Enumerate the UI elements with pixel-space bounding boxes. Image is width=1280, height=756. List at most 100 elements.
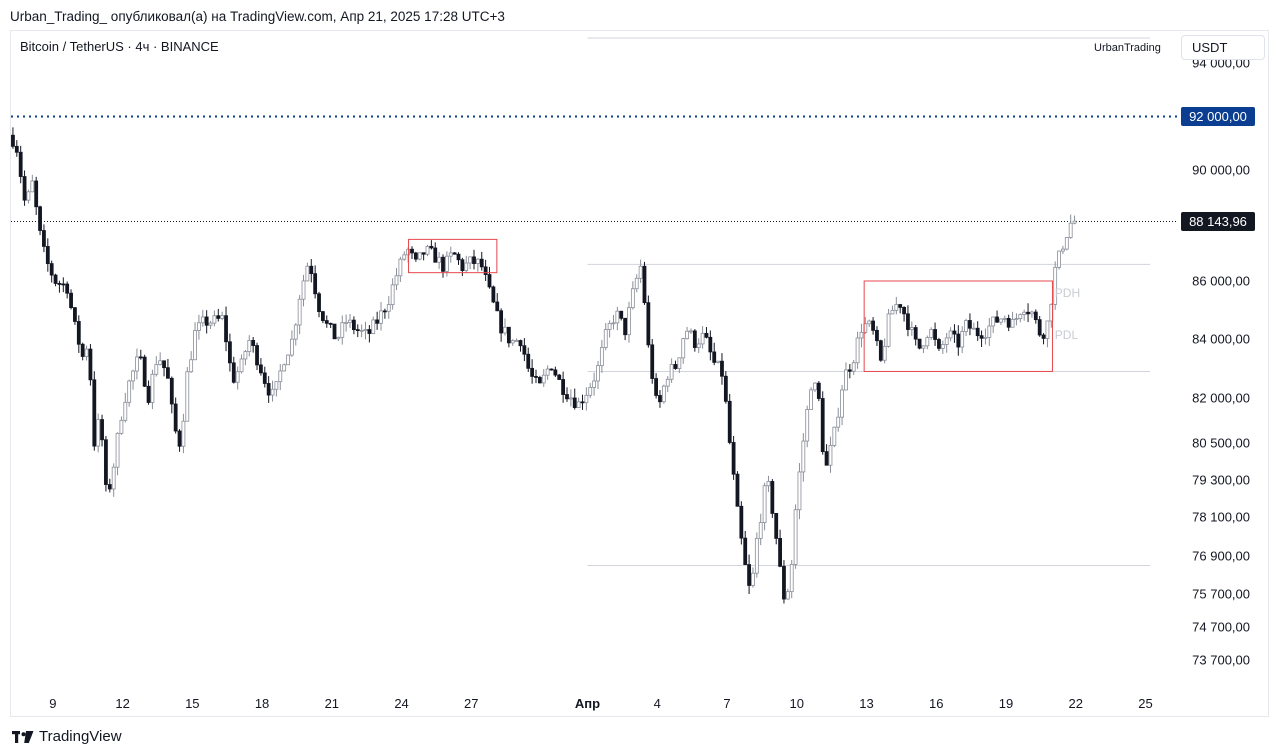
candle-body [592, 380, 597, 388]
candle [696, 338, 701, 353]
currency-selector[interactable]: USDT [1181, 35, 1265, 60]
candle [832, 426, 837, 448]
candle [313, 265, 318, 299]
y-tick-label: 79 300,00 [1192, 473, 1250, 488]
candle-body [518, 340, 523, 347]
candle-body [541, 374, 546, 384]
candle-body [630, 288, 635, 309]
candle [1053, 261, 1058, 310]
candle [929, 327, 934, 340]
candle-body [282, 364, 287, 372]
candle [530, 359, 535, 384]
candle-body [290, 338, 294, 356]
candle-body [348, 319, 352, 323]
candle [619, 310, 624, 321]
candle [228, 333, 232, 372]
candle-body [14, 145, 19, 153]
candle-body [704, 332, 709, 338]
candle-body [1053, 266, 1058, 305]
candle-body [483, 266, 488, 275]
candle [952, 324, 957, 343]
candle-body [650, 344, 655, 379]
candle-body [1064, 237, 1069, 250]
candle-body [487, 274, 492, 288]
candle-body [173, 403, 178, 432]
candle-body [987, 325, 992, 338]
candle [138, 349, 143, 360]
candle [107, 478, 112, 493]
candle-body [933, 329, 937, 340]
candle [448, 246, 453, 263]
candle [371, 316, 376, 335]
candle [623, 317, 628, 341]
candle [22, 170, 27, 206]
last-price-tag [1181, 212, 1255, 232]
candle [948, 327, 953, 342]
candle-body [235, 371, 240, 383]
candle [689, 328, 693, 335]
candle-body [568, 397, 573, 400]
candle-body [747, 564, 751, 586]
candle-body [220, 315, 225, 319]
candle [290, 330, 294, 357]
candle-body [789, 564, 794, 593]
footer-brand-text: TradingView [39, 728, 122, 745]
candle-body [452, 252, 457, 255]
candle-body [805, 409, 810, 442]
candle [1006, 314, 1011, 332]
candle-body [677, 357, 682, 369]
candle-body [359, 329, 364, 332]
candle-body [619, 310, 624, 319]
candle-body [809, 389, 813, 410]
x-tick-label: 15 [185, 696, 199, 711]
candle-body [49, 263, 54, 276]
candle [421, 252, 426, 261]
candle [208, 320, 213, 330]
candle [375, 311, 380, 330]
candle-body [115, 432, 120, 468]
candle [332, 323, 337, 340]
candle [588, 383, 593, 399]
candle [611, 315, 616, 330]
candle-body [437, 256, 442, 263]
candle [270, 380, 275, 402]
candle [584, 387, 589, 411]
candle [18, 145, 23, 184]
candle-body [382, 310, 387, 313]
candle [220, 311, 225, 321]
candle-body [69, 292, 73, 309]
candle-body [921, 345, 926, 349]
candle [503, 318, 507, 336]
candle [433, 242, 438, 263]
x-tick-label: 22 [1068, 696, 1082, 711]
candle [979, 330, 984, 348]
symbol-title[interactable]: Bitcoin / TetherUS · 4ч · BINANCE [20, 39, 219, 54]
candle-body [1018, 314, 1023, 319]
candle [561, 371, 566, 403]
candle-body [386, 304, 391, 312]
candle [774, 512, 779, 545]
candle [1018, 313, 1023, 323]
candle-body [104, 439, 108, 485]
candle [995, 310, 999, 323]
candle-body [166, 367, 170, 379]
candle [61, 277, 66, 293]
tradingview-logo[interactable]: TradingView [12, 728, 122, 745]
candle-body [394, 275, 399, 286]
candle-body [413, 252, 418, 260]
candle [274, 381, 279, 397]
candle-body [960, 331, 965, 348]
candle-body [379, 310, 383, 324]
candle-body [1072, 220, 1077, 224]
candle-body [73, 307, 77, 322]
candle [301, 274, 306, 307]
candle [545, 365, 550, 380]
candle [181, 413, 186, 454]
candle [902, 306, 906, 322]
candle [557, 373, 562, 380]
candle [367, 325, 372, 343]
candle-body [886, 313, 891, 347]
y-tick-label: 73 700,00 [1192, 653, 1250, 668]
candle [1045, 320, 1050, 348]
